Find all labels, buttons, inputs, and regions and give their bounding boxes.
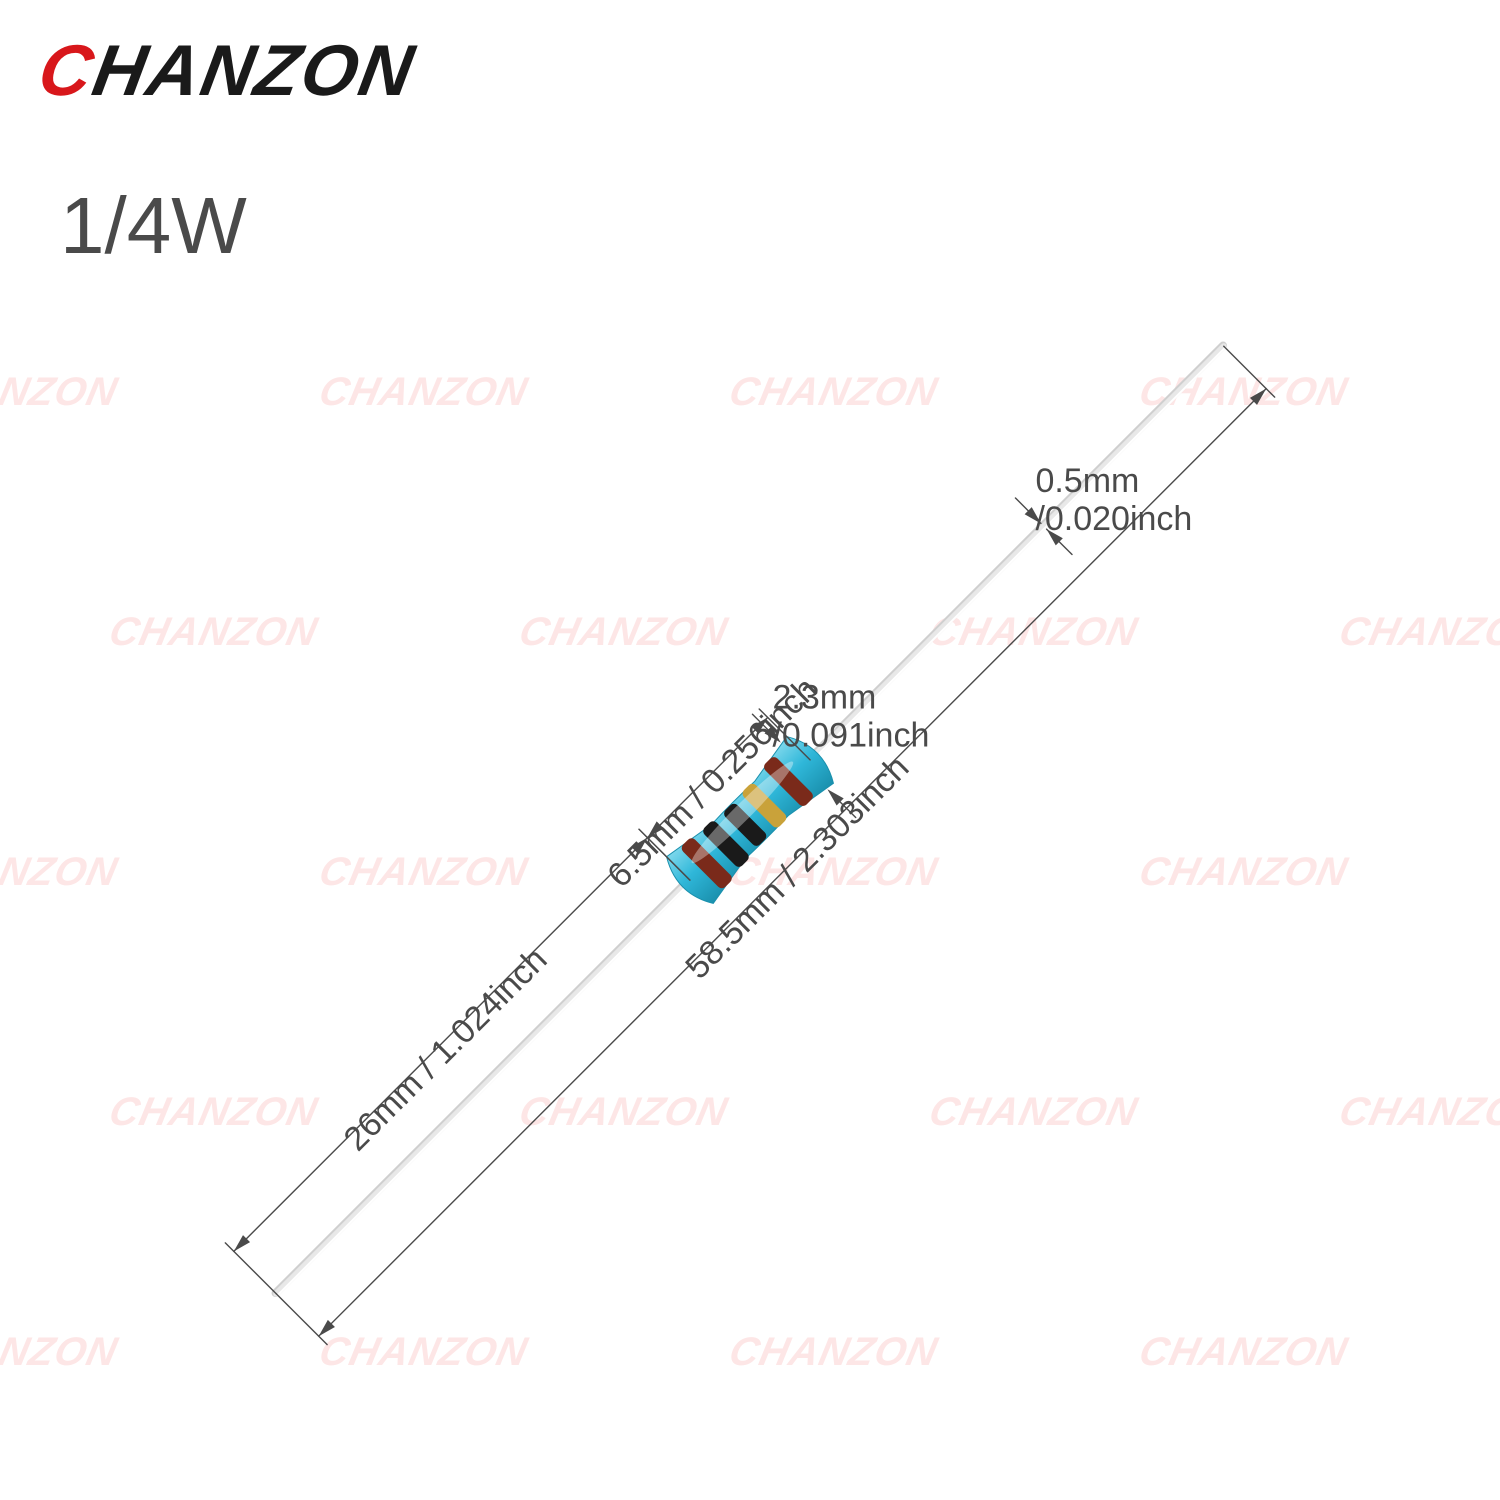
resistor-dimension-diagram: 58.5mm / 2.303inch26mm / 1.024inch6.5mm … bbox=[0, 0, 1500, 1500]
svg-text:/0.091inch: /0.091inch bbox=[772, 716, 929, 754]
svg-text:2.3mm: 2.3mm bbox=[772, 678, 876, 716]
svg-text:0.5mm: 0.5mm bbox=[1035, 462, 1139, 500]
infographic-canvas: CHANZONCHANZONCHANZONCHANZONCHANZONCHANZ… bbox=[0, 0, 1500, 1500]
svg-text:/0.020inch: /0.020inch bbox=[1035, 500, 1192, 538]
